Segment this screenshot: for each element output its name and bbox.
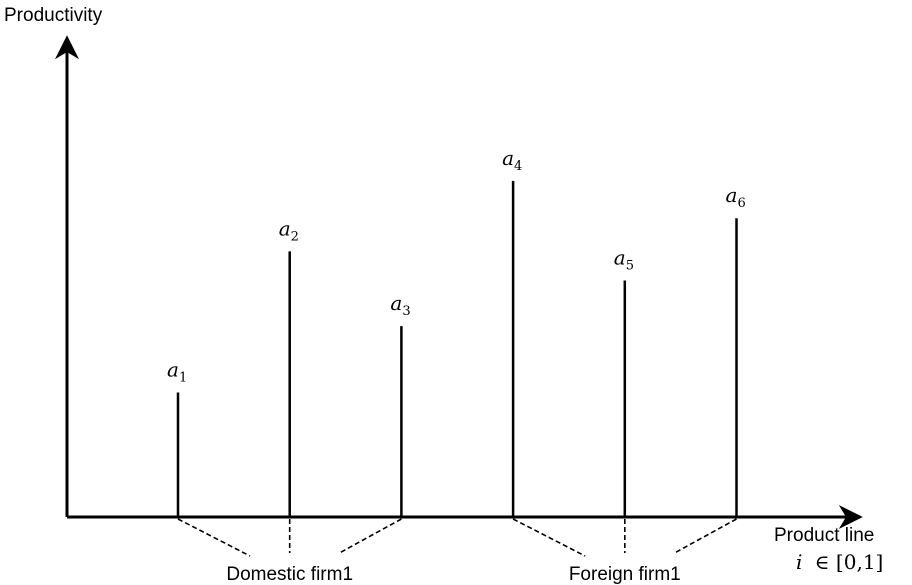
- firm-label-1: Domestic firm1: [226, 564, 353, 585]
- firm1-bracket-left: [177, 518, 251, 557]
- product-spikes: a1 a2 a3 a4 a5 a6: [167, 146, 746, 517]
- spike-label-5: a5: [614, 245, 634, 273]
- firm2-bracket-left: [512, 518, 586, 557]
- x-axis-variable: i: [796, 550, 802, 574]
- x-axis-label: Product line: [774, 525, 874, 546]
- firm1-bracket-right: [339, 518, 402, 554]
- spike-label-6: a6: [726, 183, 746, 211]
- firm-label-2: Foreign firm1: [569, 564, 681, 585]
- spike-label-1: a1: [167, 358, 187, 386]
- firm2-bracket-right: [674, 518, 737, 554]
- spike-label-2: a2: [279, 216, 299, 244]
- x-axis-set: ∈ [0,1]: [815, 550, 884, 574]
- spike-label-4: a4: [502, 146, 522, 174]
- firm-groups: Domestic firm1 Foreign firm1: [177, 518, 737, 585]
- y-axis-label: Productivity: [4, 5, 103, 26]
- x-axis-domain: i ∈ [0,1]: [796, 550, 883, 574]
- spike-label-3: a3: [390, 291, 410, 319]
